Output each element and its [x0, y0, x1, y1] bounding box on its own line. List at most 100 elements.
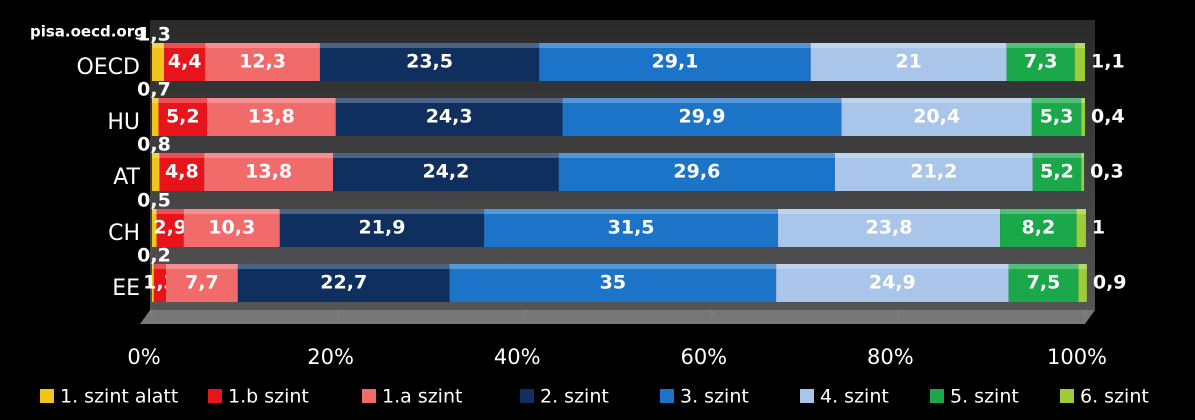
bar-segment-top: [152, 153, 160, 158]
value-label: 7,5: [1027, 272, 1061, 294]
bar-segment-top: [152, 209, 157, 214]
bar-segment: [159, 153, 205, 191]
bar-segment-top: [333, 153, 559, 158]
bar-segment: [153, 264, 166, 302]
bar-segment-top: [1006, 43, 1075, 48]
bar-segment-top: [156, 209, 184, 214]
bar-segment: [558, 153, 835, 191]
bar-segment-top: [164, 43, 206, 48]
value-label: 1: [1092, 217, 1105, 239]
value-label: 10,3: [208, 217, 255, 239]
value-label: 0,3: [1090, 161, 1124, 183]
bar-segment: [156, 209, 184, 247]
value-label: 1,1: [1091, 51, 1125, 73]
value-label: 35: [600, 272, 626, 294]
legend-label: 1. szint alatt: [60, 386, 178, 408]
value-label: 13,8: [245, 161, 292, 183]
bar-segment-top: [165, 264, 238, 269]
legend-label: 5. szint: [950, 386, 1019, 408]
bar-segment: [158, 98, 208, 136]
legend-label: 1.a szint: [382, 386, 462, 408]
value-label: 29,6: [673, 161, 720, 183]
bar-segment: [164, 43, 206, 81]
bar-segment-top: [834, 153, 1033, 158]
bar-segment-top: [484, 209, 779, 214]
bar-segment-top: [776, 264, 1009, 269]
bar-segment: [237, 264, 450, 302]
value-label: 1,3: [137, 24, 171, 46]
legend-swatch: [208, 389, 222, 403]
category-label: CH: [108, 221, 140, 246]
value-label: 8,2: [1022, 217, 1056, 239]
value-label: 4,4: [168, 51, 202, 73]
bar-segment: [1006, 43, 1075, 81]
bar-segment: [335, 98, 563, 136]
value-label: 12,3: [239, 51, 286, 73]
bar-segment: [1000, 209, 1077, 247]
value-label: 5,3: [1040, 106, 1074, 128]
x-tick-label: 60%: [680, 345, 727, 369]
bar-segment-top: [152, 98, 159, 103]
bar-segment: [1076, 209, 1086, 247]
value-label: 0,4: [1091, 106, 1125, 128]
bar-segment-top: [237, 264, 450, 269]
value-label: 29,1: [652, 51, 699, 73]
value-label: 5,2: [166, 106, 200, 128]
legend-label: 2. szint: [540, 386, 609, 408]
bar-segment-top: [152, 43, 165, 48]
bar-segment-top: [153, 264, 166, 269]
bar-segment-top: [1074, 43, 1085, 48]
bar-segment: [152, 98, 159, 136]
bar-segment: [1031, 98, 1082, 136]
bar-segment-top: [335, 98, 563, 103]
value-label: 0,9: [1093, 272, 1127, 294]
category-label: AT: [113, 165, 140, 190]
bar-segment: [1081, 153, 1085, 191]
bar-segment: [165, 264, 238, 302]
bar-segment-top: [183, 209, 280, 214]
legend-label: 3. szint: [680, 386, 749, 408]
bar-segment-top: [159, 153, 205, 158]
bar-segment: [810, 43, 1007, 81]
value-label: 0,5: [137, 190, 171, 212]
value-label: 7,7: [185, 272, 219, 294]
legend-label: 6. szint: [1080, 386, 1149, 408]
bar-segment-top: [558, 153, 835, 158]
bar-segment: [1008, 264, 1079, 302]
bar-segment: [776, 264, 1009, 302]
category-label: HU: [107, 110, 140, 135]
bar-segment: [205, 43, 320, 81]
bar-segment-top: [1008, 264, 1079, 269]
annotation: pisa.oecd.org: [30, 23, 145, 41]
legend-swatch: [1060, 389, 1074, 403]
bar-segment: [1081, 98, 1085, 136]
bar-segment-top: [205, 43, 320, 48]
legend-swatch: [362, 389, 376, 403]
bar-segment: [333, 153, 559, 191]
bar-segment-top: [1000, 209, 1077, 214]
bar-segment-top: [152, 264, 154, 269]
legend-swatch: [660, 389, 674, 403]
bar-segment-top: [319, 43, 540, 48]
bar-segment-top: [778, 209, 1001, 214]
bar-segment: [152, 43, 165, 81]
legend-label: 4. szint: [820, 386, 889, 408]
value-label: 0,7: [137, 79, 171, 101]
x-tick-label: 40%: [494, 345, 541, 369]
value-label: 0,2: [137, 245, 171, 267]
bar-segment: [279, 209, 485, 247]
legend-swatch: [520, 389, 534, 403]
value-label: 24,9: [869, 272, 916, 294]
x-tick-label: 20%: [307, 345, 354, 369]
x-tick-label: 100%: [1047, 345, 1107, 369]
bar-segment: [183, 209, 280, 247]
bar-segment-top: [562, 98, 842, 103]
legend-swatch: [800, 389, 814, 403]
bar-segment-top: [1078, 264, 1087, 269]
value-label: 24,3: [426, 106, 473, 128]
value-label: 4,8: [165, 161, 199, 183]
bar-segment: [539, 43, 811, 81]
bar-segment-top: [841, 98, 1032, 103]
